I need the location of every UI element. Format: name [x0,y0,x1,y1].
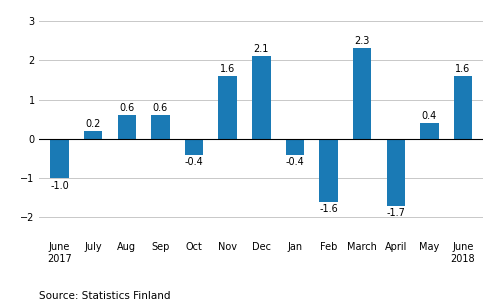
Bar [454,76,472,139]
Bar [353,48,371,139]
Text: 0.6: 0.6 [153,103,168,113]
Text: -1.6: -1.6 [319,204,338,214]
Bar [319,139,338,202]
Text: 2.3: 2.3 [354,36,370,46]
Bar [420,123,439,139]
Text: -1.7: -1.7 [387,208,405,218]
Text: 0.6: 0.6 [119,103,135,113]
Bar [118,115,136,139]
Text: 0.2: 0.2 [85,119,101,129]
Text: -0.4: -0.4 [185,157,204,167]
Bar [84,131,103,139]
Text: 0.4: 0.4 [422,111,437,121]
Text: 1.6: 1.6 [220,64,235,74]
Bar [50,139,69,178]
Text: 2.1: 2.1 [253,44,269,54]
Text: -0.4: -0.4 [285,157,304,167]
Bar [285,139,304,154]
Bar [185,139,203,154]
Bar [387,139,405,206]
Bar [252,56,271,139]
Text: 1.6: 1.6 [456,64,471,74]
Text: Source: Statistics Finland: Source: Statistics Finland [39,291,171,301]
Bar [151,115,170,139]
Bar [218,76,237,139]
Text: -1.0: -1.0 [50,181,69,191]
